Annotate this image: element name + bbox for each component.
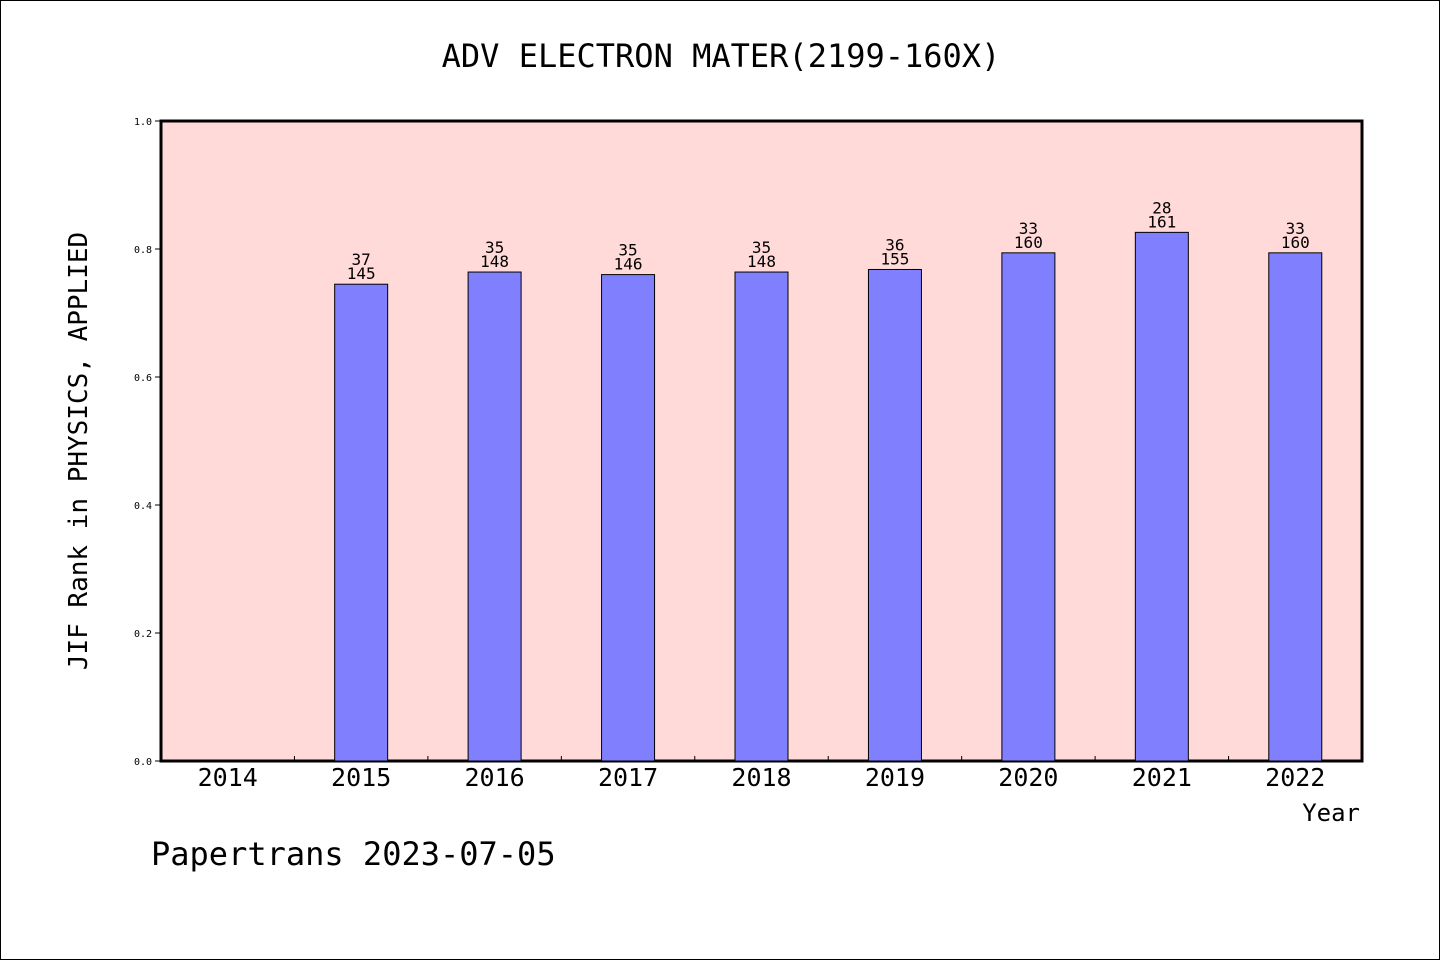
bar-rank-label: 35 [485, 238, 504, 257]
x-tick-label: 2016 [465, 763, 525, 792]
bar-2016 [467, 271, 522, 762]
y-tick-label: 0.2 [134, 629, 152, 640]
bar-rank-label: 28 [1152, 198, 1171, 217]
footer-text: Papertrans 2023-07-05 [151, 835, 556, 873]
x-tick-label: 2021 [1132, 763, 1192, 792]
bar-total-label: 146 [614, 255, 643, 274]
bar-rank-label: 33 [1286, 219, 1305, 238]
bar-rank-label: 37 [352, 250, 371, 269]
y-tick-label: 0.4 [134, 501, 152, 512]
bar-rank-label: 35 [618, 241, 637, 260]
chart-title: ADV ELECTRON MATER(2199-160X) [442, 37, 1001, 75]
bar-2021 [1134, 231, 1189, 762]
bar-total-label: 161 [1147, 212, 1176, 231]
bar-rank-label: 36 [885, 235, 904, 254]
x-tick-label: 2017 [598, 763, 658, 792]
y-tick-label: 1.0 [134, 117, 152, 128]
bar-total-label: 148 [747, 252, 776, 271]
ticks-group: 2014 2015 2016 2017 2018 2019 2020 2021 2022 0.0 0… [134, 117, 1325, 792]
bar-2018 [734, 271, 789, 762]
x-tick-label: 2014 [198, 763, 258, 792]
x-axis-label: Year [1302, 799, 1360, 827]
x-tick-label: 2019 [865, 763, 925, 792]
y-tick-label: 0.0 [134, 757, 152, 768]
bar-2020 [1001, 252, 1056, 762]
x-tick-label: 2022 [1265, 763, 1325, 792]
y-axis-label: JIF Rank in PHYSICS, APPLIED [64, 232, 94, 670]
bar-total-label: 160 [1014, 233, 1043, 252]
x-tick-label: 2020 [998, 763, 1058, 792]
bar-rank-label: 35 [752, 238, 771, 257]
bar-2017 [601, 274, 656, 762]
bar-2022 [1268, 252, 1323, 762]
bar-total-label: 160 [1281, 233, 1310, 252]
bar-total-label: 148 [480, 252, 509, 271]
bar-total-label: 155 [880, 249, 909, 268]
y-tick-label: 0.8 [134, 245, 152, 256]
x-tick-label: 2018 [731, 763, 791, 792]
x-tick-label: 2015 [331, 763, 391, 792]
bar-2015 [334, 283, 389, 762]
bar-rank-label: 33 [1019, 219, 1038, 238]
bar-2019 [867, 268, 922, 762]
bar-total-label: 145 [347, 264, 376, 283]
y-tick-label: 0.6 [134, 373, 152, 384]
